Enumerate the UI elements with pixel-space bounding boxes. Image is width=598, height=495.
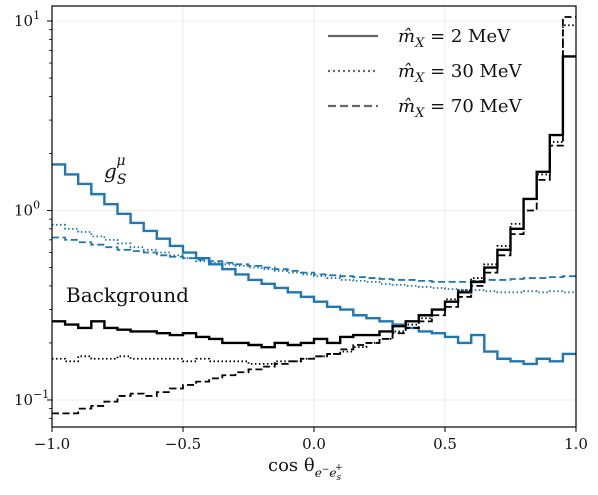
x-tick-label: 0.0 <box>302 435 326 453</box>
legend-label-dotted: m̂X = 30 MeV <box>398 61 523 86</box>
legend: m̂X = 2 MeV m̂X = 30 MeV m̂X = 70 MeV <box>328 26 523 121</box>
series-background-dashed <box>52 16 576 415</box>
series-background-solid <box>52 55 576 349</box>
annotation-background: Background <box>66 283 189 307</box>
y-tick-label: 100 <box>14 198 40 219</box>
ticks: −1.0 −0.5 0.0 0.5 1.0 10−1 100 101 <box>14 9 588 453</box>
legend-label-dashed: m̂X = 70 MeV <box>398 96 523 121</box>
x-tick-label: 1.0 <box>564 435 588 453</box>
x-tick-label: −0.5 <box>165 435 201 453</box>
series-signal-solid <box>52 163 576 366</box>
series-layer <box>52 16 576 415</box>
x-tick-label: 0.5 <box>433 435 457 453</box>
y-tick-label: 10−1 <box>14 388 49 409</box>
annotation-signal-sub: S <box>117 172 127 188</box>
annotation-signal: gSμ <box>104 153 126 188</box>
x-axis-label: cos θe−es+ <box>268 455 343 483</box>
x-tick-label: −1.0 <box>34 435 70 453</box>
legend-label-solid: m̂X = 2 MeV <box>398 26 511 51</box>
annotation-signal-sup: μ <box>116 153 125 169</box>
series-signal-dotted <box>52 223 576 294</box>
y-tick-label: 101 <box>14 9 40 30</box>
